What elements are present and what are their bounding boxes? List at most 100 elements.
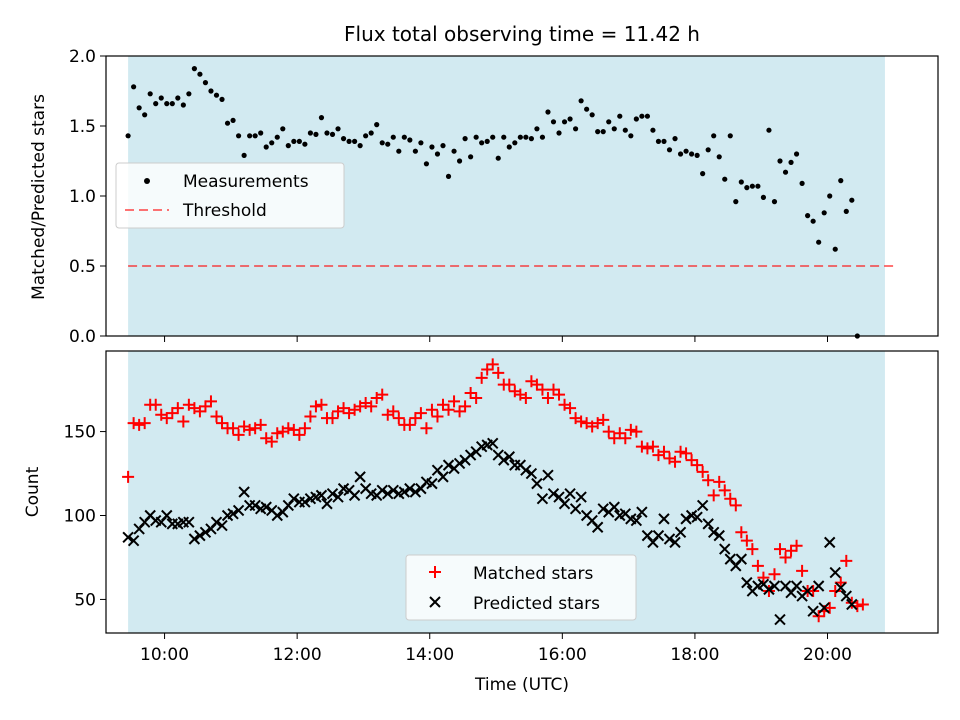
matched-star-point [365,400,378,413]
matched-star-point [751,559,764,572]
predicted-star-point [442,459,455,471]
top-axis-ticks: 0.0 0.5 1.0 1.5 2.0 [69,47,829,347]
matched-star-point [304,410,317,423]
measurement-point [490,134,496,140]
measurement-point [208,88,214,94]
matched-star-point [138,417,151,430]
predicted-star-point [387,484,399,497]
bottom-legend: Matched stars Predicted stars [405,554,637,621]
matched-star-point [453,405,466,418]
measurement-point [816,239,822,245]
measurement-point [131,84,137,90]
measurement-point [197,71,203,77]
measurement-point [561,119,568,125]
legend-measurements-marker [144,178,150,184]
matched-star-point [602,425,615,438]
matched-star-point [282,422,295,435]
x-tick-label: 16:00 [538,645,587,665]
measurement-point [401,134,407,140]
matched-star-point [641,442,654,455]
matched-star-point [796,564,809,577]
legend-predicted-marker [429,596,441,608]
measurement-point [252,133,258,139]
measurement-point [235,133,242,139]
predicted-star-point [702,518,714,530]
measurement-point [606,119,612,125]
bottom-xlabel: Time (UTC) [474,675,569,695]
matched-star-point [718,484,731,497]
measurement-point [689,151,695,157]
predicted-star-point [183,516,195,528]
matched-star-point [464,386,477,399]
matched-star-point [326,412,339,425]
measurement-point [456,158,463,164]
predicted-star-point [735,553,748,565]
matched-star-point [773,543,786,556]
predicted-star-point [326,487,339,500]
x-tick-label: 14:00 [405,645,454,665]
predicted-star-point [741,576,753,589]
measurement-point [230,117,236,123]
measurement-point [153,101,159,107]
matched-star-point [376,388,389,401]
measurement-point [633,116,639,122]
measurement-point [158,95,164,101]
predicted-star-point [818,602,830,614]
predicted-star-point [271,509,283,522]
measurement-point [412,148,418,154]
matched-star-point [713,475,726,488]
matched-star-point [530,378,543,391]
matched-star-point [227,422,240,435]
predicted-star-point [520,464,532,476]
predicted-star-point [824,536,836,549]
predicted-star-point [188,533,201,545]
matched-star-point [265,435,278,448]
measurement-point [611,126,617,132]
measurement-point [617,113,623,119]
measurement-point [849,197,855,203]
measurement-point [628,133,634,139]
predicted-star-point [453,457,466,470]
predicted-star-point [437,471,449,483]
measurement-point [661,138,667,144]
measurement-point [164,101,170,107]
y-tick-label: 50 [74,590,96,610]
legend-matched-label: Matched stars [473,564,593,584]
matched-star-point [553,388,566,401]
measurement-point [672,136,678,142]
matched-star-point [597,413,610,426]
predicted-star-point [669,536,681,549]
matched-star-point [613,427,626,440]
measurement-point [539,134,546,140]
measurement-point [650,127,656,133]
count-points [122,358,869,626]
matched-star-point [298,422,311,435]
measurement-point [584,106,590,112]
matched-star-point [204,395,217,408]
matched-star-point [486,358,499,371]
predicted-star-point [161,509,173,522]
predicted-star-point [227,508,239,520]
matched-star-point [122,470,135,483]
matched-star-point [807,585,820,598]
top-legend: Measurements Threshold [115,162,345,229]
matched-star-point [829,585,842,598]
measurement-point [186,91,192,97]
measurement-point [396,148,402,154]
predicted-star-point [790,580,803,592]
predicted-star-point [315,489,328,502]
measurement-point [429,144,435,150]
matched-star-point [436,398,449,411]
measurement-point [534,126,540,132]
matched-star-point [232,428,245,441]
matched-star-point [541,392,554,404]
predicted-star-point [558,498,571,510]
matched-star-point [691,459,704,472]
measurement-point [462,136,468,142]
matched-star-point [680,447,693,460]
measurement-point [440,143,446,149]
predicted-star-point [691,511,703,523]
matched-star-point [315,398,328,411]
predicted-star-point [525,467,538,480]
